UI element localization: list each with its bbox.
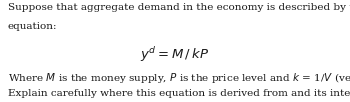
Text: $\mathit{y}^d = \mathit{M}\,/\,\mathit{k}\mathit{P}$: $\mathit{y}^d = \mathit{M}\,/\,\mathit{k… (140, 45, 210, 64)
Text: Where $M$ is the money supply, $P$ is the price level and $k$ = 1/$V$ (velocity : Where $M$ is the money supply, $P$ is th… (8, 71, 350, 85)
Text: Explain carefully where this equation is derived from and its interpretation.: Explain carefully where this equation is… (8, 89, 350, 98)
Text: equation:: equation: (8, 22, 57, 31)
Text: Suppose that aggregate demand in the economy is described by the following: Suppose that aggregate demand in the eco… (8, 3, 350, 12)
